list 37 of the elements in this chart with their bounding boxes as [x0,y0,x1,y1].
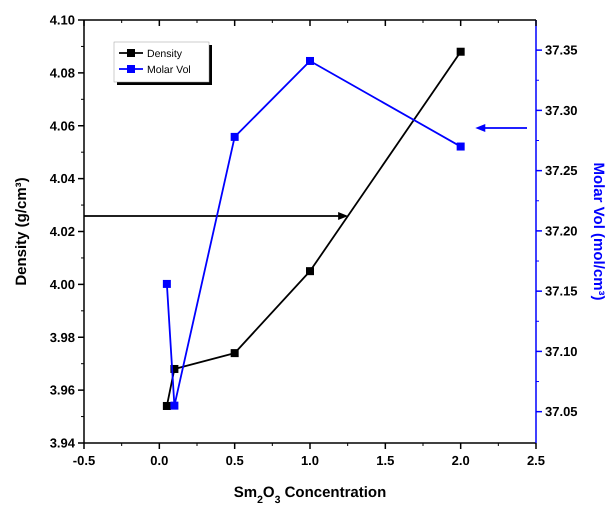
point [170,402,178,410]
y-tick-label: 4.00 [50,276,75,292]
y-tick-label: 4.06 [50,118,75,134]
legend-label: Molar Vol [147,64,191,76]
point [456,48,465,56]
point [306,267,314,276]
point [230,349,239,358]
y-axis-title: Density (g/cm³) [13,177,30,286]
x-axis-title: Sm$_{2}$O$_{3}$ Concentration [234,484,386,506]
y-tick-label: 4.08 [50,65,75,80]
x-tick-label: -0.5 [72,453,96,468]
y-tick-label: 3.98 [50,330,75,345]
x-tick-label: 2.0 [452,453,470,468]
y-tick-label: 4.04 [50,171,76,186]
y-tick-label: 4.10 [50,12,75,28]
point [456,142,465,151]
legend-label: Density [147,48,183,60]
x-tick-label: 2.5 [526,453,546,468]
y2-tick-label: 37.15 [545,284,578,299]
x-tick-label: 0.5 [226,453,244,468]
x-tick-label: 1.0 [300,453,320,468]
point [162,280,171,288]
y2-tick-label: 37.10 [545,344,578,359]
y-tick-label: 4.02 [50,224,75,239]
y2-tick-label: 37.25 [545,163,578,178]
y2-axis-title: Molar Vol (mol/cm³) [590,162,607,301]
x-tick-label: 0.0 [150,453,168,468]
point [230,132,239,141]
y2-tick-label: 37.35 [545,42,578,58]
y-tick-label: 3.96 [50,382,75,398]
y2-tick-label: 37.20 [545,223,578,238]
point [306,56,314,65]
y2-tick-label: 37.30 [545,102,578,118]
y-tick-label: 3.94 [50,436,76,450]
x-tick-label: 1.5 [376,453,394,468]
point [162,402,171,410]
y2-tick-label: 37.05 [545,404,578,420]
